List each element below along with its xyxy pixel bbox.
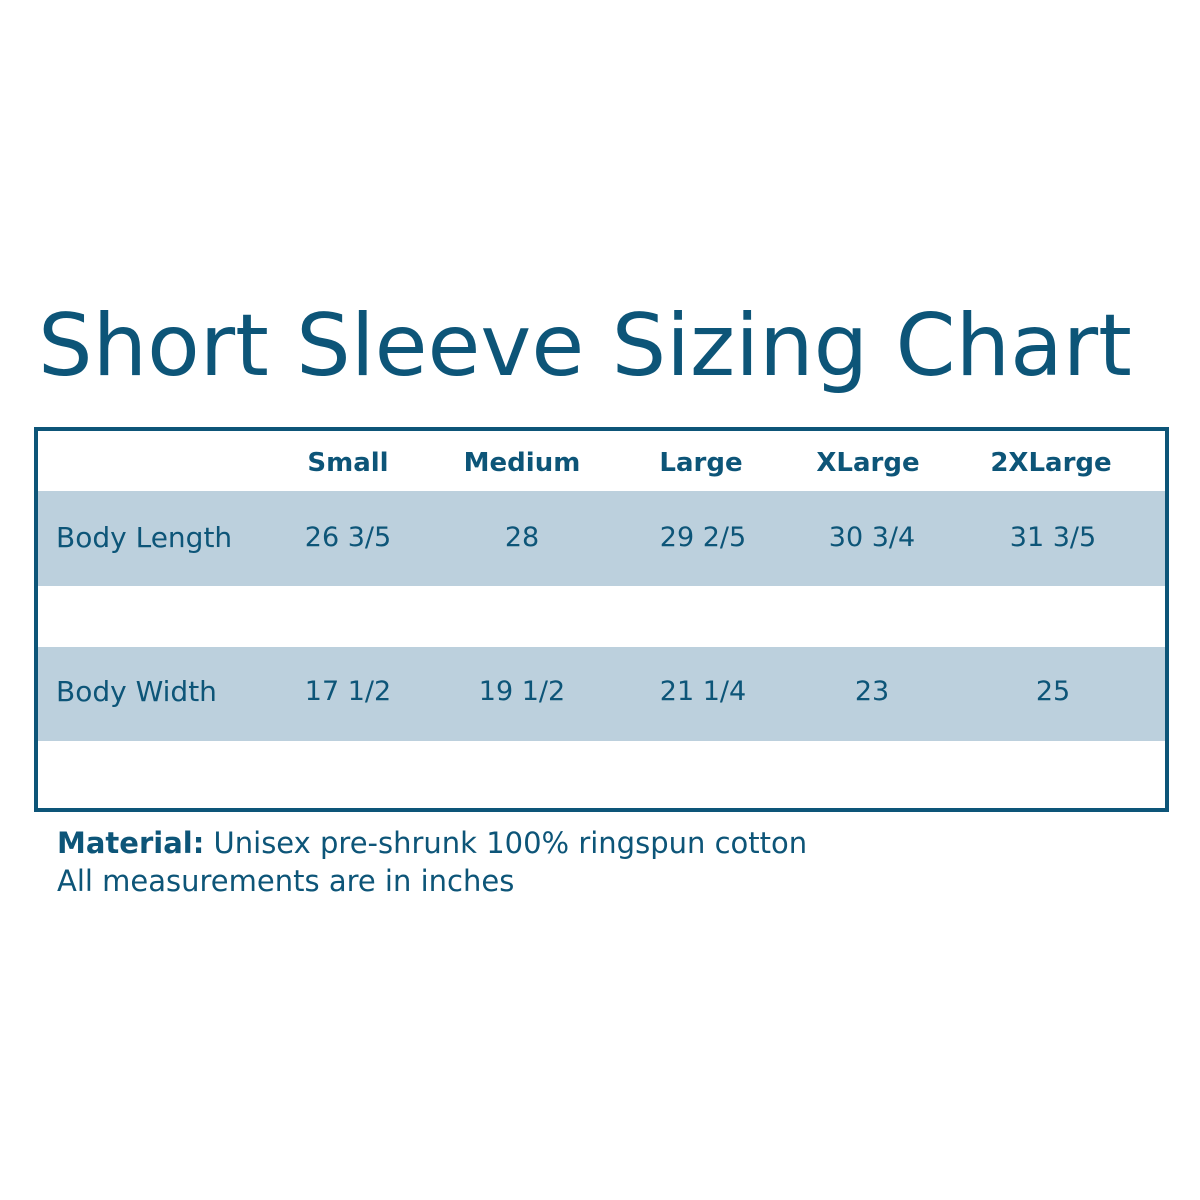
material-label: Material: bbox=[57, 826, 205, 860]
table-cell: 23 bbox=[854, 676, 890, 707]
table-cell: 30 3/4 bbox=[828, 522, 916, 553]
header-xlarge: XLarge bbox=[816, 448, 920, 478]
table-row: Body Length 26 3/5 28 29 2/5 30 3/4 31 3… bbox=[38, 491, 1165, 586]
row-label: Body Width bbox=[56, 675, 217, 708]
header-2xlarge: 2XLarge bbox=[990, 448, 1112, 478]
header-small: Small bbox=[307, 448, 389, 478]
table-cell: 21 1/4 bbox=[659, 676, 747, 707]
material-note: Material: Unisex pre-shrunk 100% ringspu… bbox=[57, 826, 807, 860]
row-label: Body Length bbox=[56, 521, 233, 554]
table-row: Body Width 17 1/2 19 1/2 21 1/4 23 25 bbox=[38, 647, 1165, 741]
table-header-row: Small Medium Large XLarge 2XLarge bbox=[38, 431, 1165, 491]
header-large: Large bbox=[659, 448, 743, 478]
page-title: Short Sleeve Sizing Chart bbox=[38, 296, 1132, 396]
table-cell: 26 3/5 bbox=[304, 522, 392, 553]
table-cell: 31 3/5 bbox=[1009, 522, 1097, 553]
table-cell: 29 2/5 bbox=[659, 522, 747, 553]
table-cell: 19 1/2 bbox=[478, 676, 566, 707]
table-cell: 28 bbox=[504, 522, 540, 553]
material-text: Unisex pre-shrunk 100% ringspun cotton bbox=[213, 826, 808, 860]
table-cell: 17 1/2 bbox=[304, 676, 392, 707]
table-cell: 25 bbox=[1035, 676, 1071, 707]
header-medium: Medium bbox=[463, 448, 581, 478]
measurement-note: All measurements are in inches bbox=[57, 864, 515, 898]
sizing-table: Small Medium Large XLarge 2XLarge Body L… bbox=[34, 427, 1169, 812]
